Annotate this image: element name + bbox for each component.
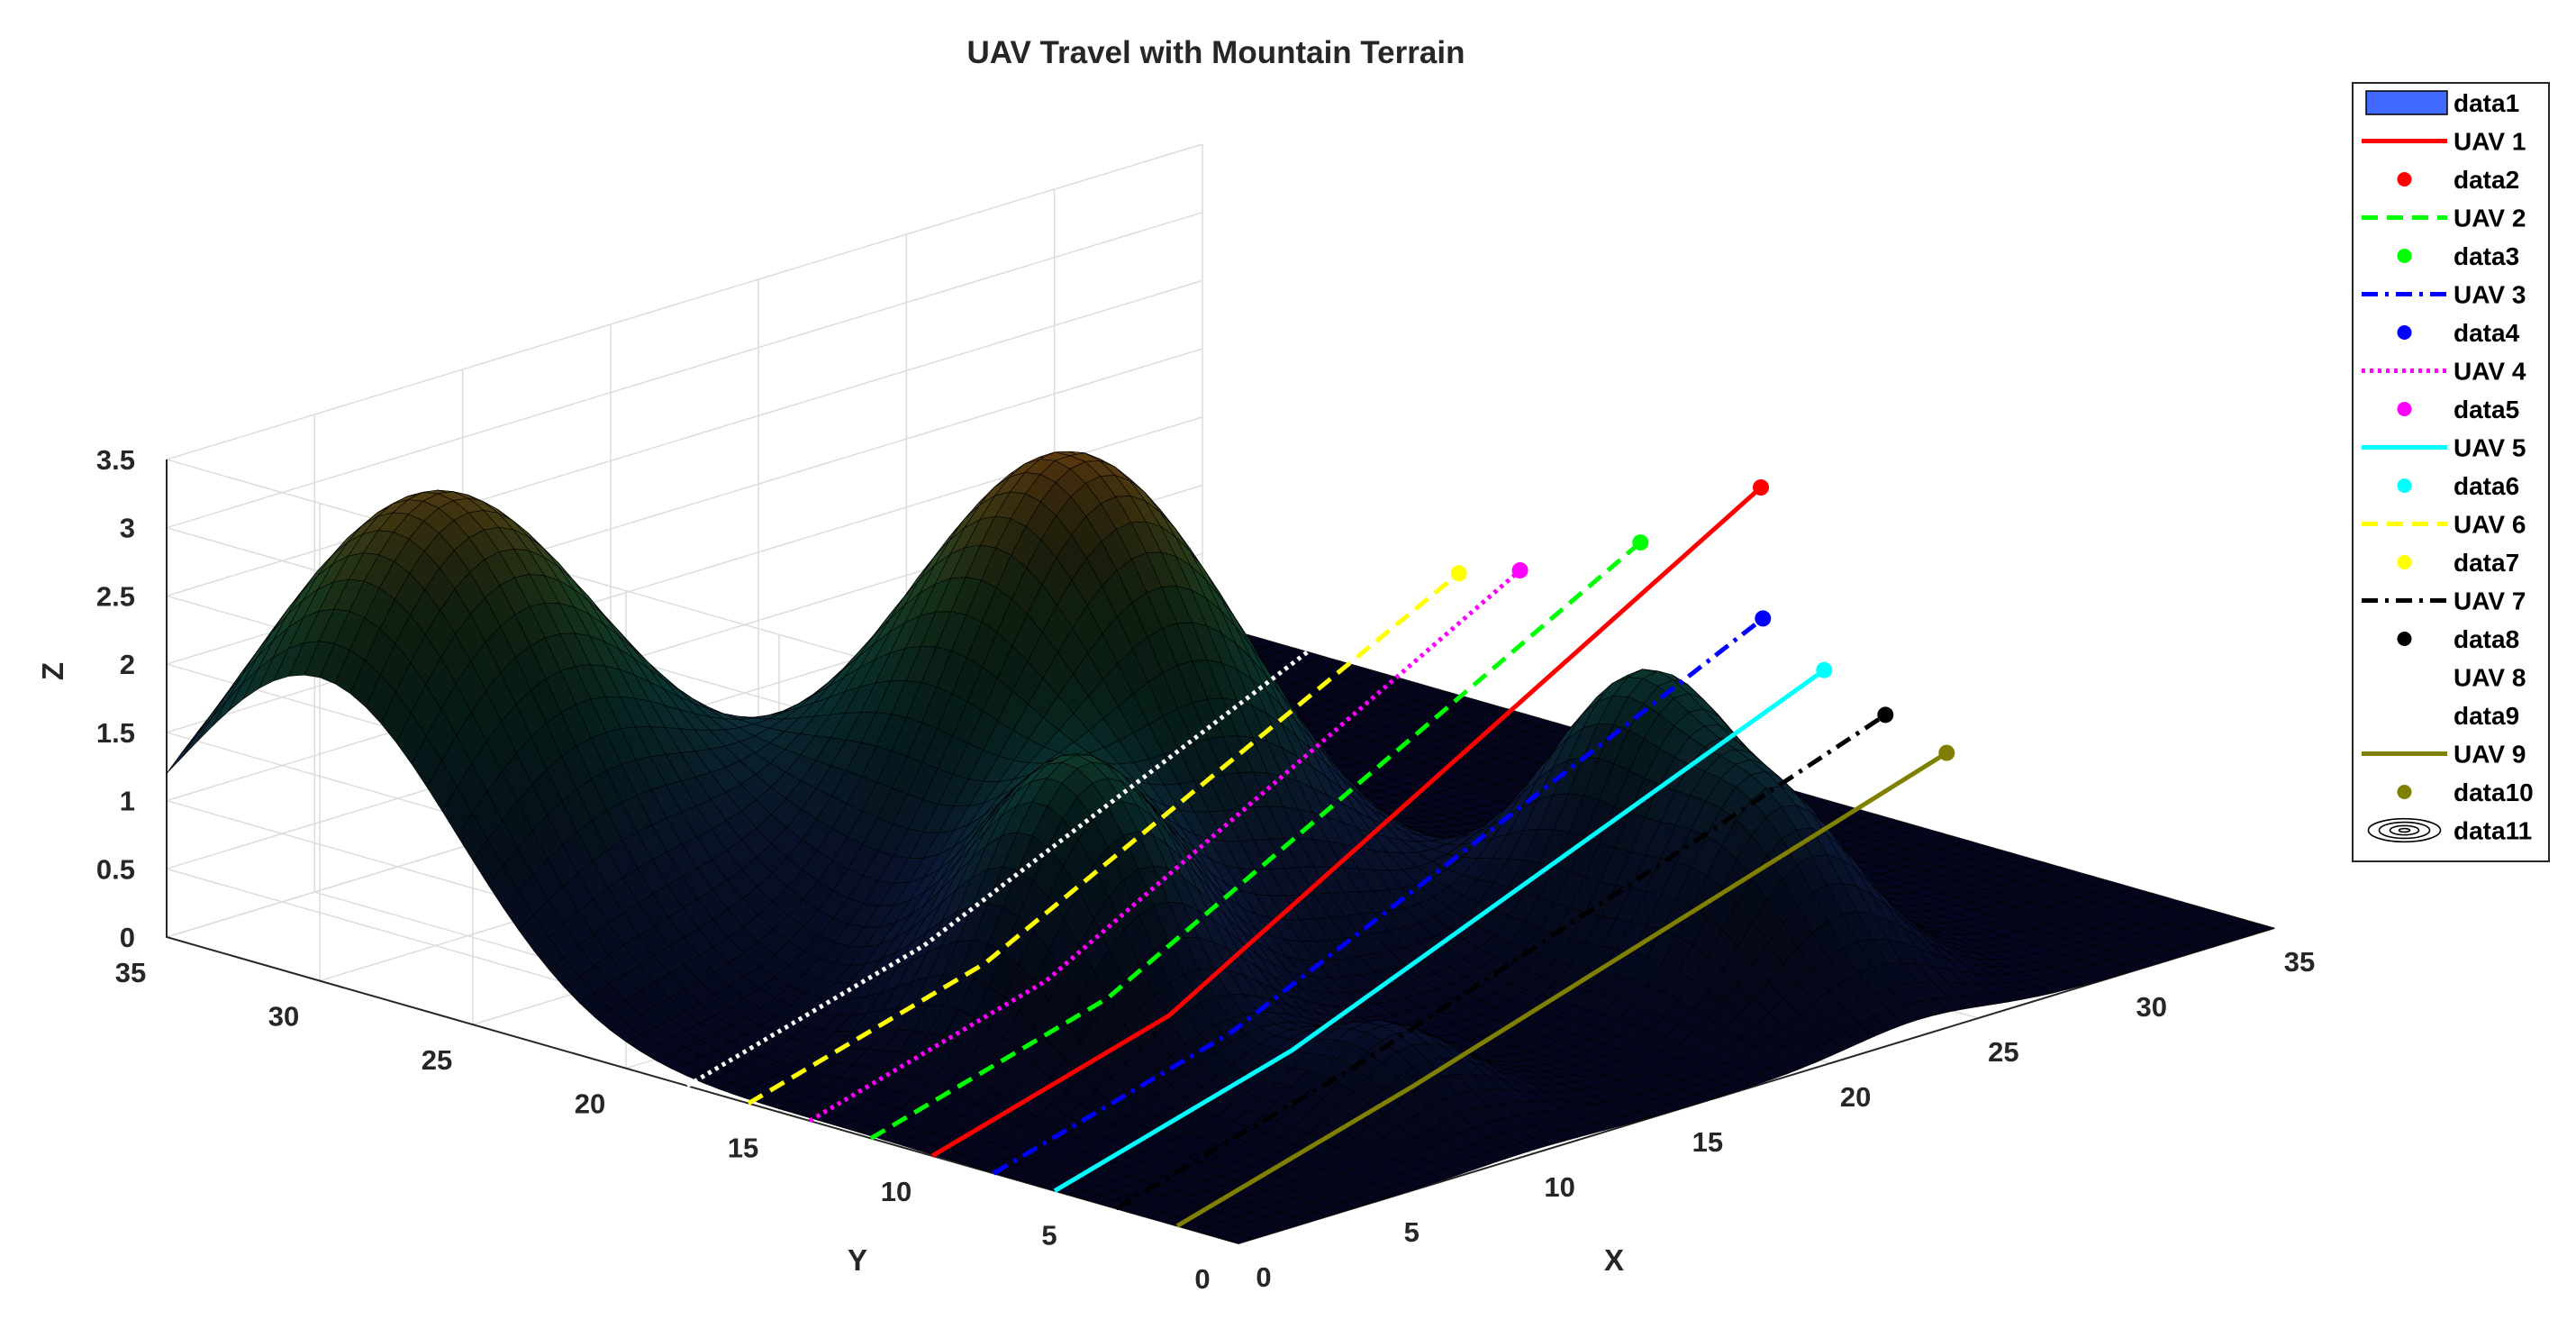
x-tick-label: 5	[1404, 1216, 1420, 1248]
x-tick-label: 0	[1256, 1261, 1271, 1293]
y-tick-label: 30	[268, 1001, 299, 1033]
legend-label: data2	[2454, 166, 2519, 194]
legend-label: UAV 1	[2454, 128, 2526, 156]
y-tick-label: 20	[575, 1088, 605, 1120]
z-tick-label: 0.5	[96, 853, 135, 885]
z-tick-label: 2	[120, 649, 135, 680]
uav-endpoint-uav-2	[1632, 534, 1649, 551]
x-tick-label: 10	[1544, 1171, 1574, 1203]
legend-label: data3	[2454, 242, 2519, 270]
legend-label: UAV 2	[2454, 205, 2526, 232]
surface-patch	[196, 699, 228, 742]
y-axis-label: Y	[848, 1243, 867, 1277]
x-tick-label: 15	[1692, 1126, 1723, 1158]
x-axis-label: X	[1604, 1243, 1624, 1277]
z-tick-label: 0	[120, 922, 135, 953]
y-tick-label: 35	[115, 957, 146, 988]
uav-endpoint-uav-7	[1877, 706, 1894, 724]
surface-patch	[212, 683, 243, 727]
legend-swatch	[2365, 90, 2448, 115]
uav-endpoint-uav-5	[1816, 661, 1833, 678]
z-tick-label: 2.5	[96, 580, 135, 612]
terrain-surface	[166, 451, 2276, 1244]
surface-patch	[166, 734, 197, 774]
x-tick-label: 20	[1840, 1081, 1871, 1113]
legend-marker	[2397, 325, 2412, 340]
y-tick-label: 10	[881, 1176, 912, 1207]
x-tick-label: 30	[2136, 991, 2166, 1023]
uav-endpoint-uav-1	[1753, 479, 1769, 496]
y-tick-label: 25	[422, 1044, 452, 1076]
y-tick-label: 15	[728, 1132, 758, 1163]
legend-marker	[2397, 249, 2412, 263]
uav-endpoint-uav-6	[1450, 565, 1467, 582]
uav-endpoint-uav-8	[1389, 575, 1406, 592]
z-tick-label: 3.5	[96, 444, 135, 476]
uav-endpoint-uav-4	[1511, 562, 1528, 578]
y-tick-label: 5	[1041, 1219, 1057, 1251]
x-tick-label: 35	[2284, 946, 2315, 978]
legend-marker	[2397, 172, 2412, 187]
chart-title: UAV Travel with Mountain Terrain	[967, 35, 1465, 70]
uav-endpoint-uav-3	[1755, 610, 1772, 627]
legend-label: UAV 3	[2454, 281, 2526, 309]
z-tick-label: 1	[120, 786, 135, 817]
z-tick-label: 3	[120, 513, 135, 544]
z-tick-label: 1.5	[96, 717, 135, 749]
uav-endpoint-uav-9	[1938, 744, 1955, 761]
z-axis-label: Z	[36, 662, 69, 680]
legend-label: data1	[2454, 89, 2519, 117]
y-tick-label: 0	[1194, 1263, 1210, 1295]
axis-frame	[166, 460, 2275, 1245]
x-tick-label: 25	[1988, 1036, 2018, 1068]
